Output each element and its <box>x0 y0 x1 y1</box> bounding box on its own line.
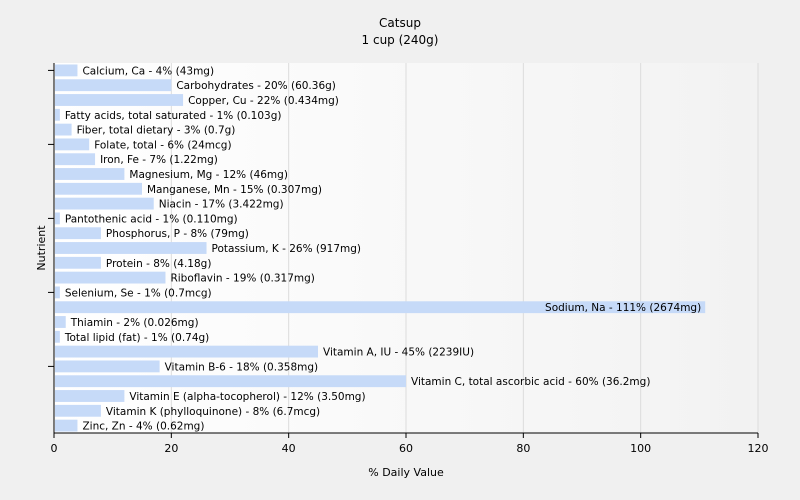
x-tick-label: 20 <box>164 442 178 455</box>
bar <box>55 242 207 254</box>
bar-label: Phosphorus, P - 8% (79mg) <box>106 228 249 240</box>
bar <box>55 271 166 284</box>
bar-label: Fiber, total dietary - 3% (0.7g) <box>77 125 236 137</box>
bar-label: Copper, Cu - 22% (0.434mg) <box>188 95 339 107</box>
bar <box>55 227 101 240</box>
bar-label: Calcium, Ca - 4% (43mg) <box>82 65 214 77</box>
x-tick-label: 40 <box>282 442 296 455</box>
bar <box>55 94 184 106</box>
bar-label: Vitamin K (phylloquinone) - 8% (6.7mcg) <box>106 406 320 418</box>
bar-label: Riboflavin - 19% (0.317mg) <box>170 273 314 285</box>
bar <box>55 212 60 225</box>
bar <box>55 182 142 195</box>
bar-label: Sodium, Na - 111% (2674mg) <box>545 302 701 314</box>
bar-label: Vitamin C, total ascorbic acid - 60% (36… <box>411 376 650 388</box>
bar-label: Vitamin A, IU - 45% (2239IU) <box>323 347 474 359</box>
bar <box>55 197 154 210</box>
bar-label: Potassium, K - 26% (917mg) <box>212 243 362 255</box>
chart-subtitle: 1 cup (240g) <box>362 33 439 47</box>
bar-label: Folate, total - 6% (24mcg) <box>94 139 231 151</box>
bar-label: Vitamin E (alpha-tocopherol) - 12% (3.50… <box>129 391 365 403</box>
bar-label: Manganese, Mn - 15% (0.307mg) <box>147 184 322 196</box>
bar <box>55 256 101 269</box>
x-tick-label: 60 <box>399 442 413 455</box>
bar-labels: Calcium, Ca - 4% (43mg) Carbohydrates - 2… <box>64 65 701 432</box>
x-tick-label: 100 <box>630 442 651 455</box>
y-axis-title: Nutrient <box>35 225 48 271</box>
bar-label: Fatty acids, total saturated - 1% (0.103… <box>65 110 282 122</box>
bar-label: Iron, Fe - 7% (1.22mg) <box>100 154 218 166</box>
x-tick-label: 120 <box>748 442 769 455</box>
bar-label: Zinc, Zn - 4% (0.62mg) <box>82 421 204 433</box>
bar-label: Protein - 8% (4.18g) <box>106 258 212 270</box>
bar-label: Carbohydrates - 20% (60.36g) <box>176 80 336 92</box>
bar <box>55 153 96 166</box>
chart-title: Catsup <box>379 16 421 30</box>
bar <box>55 286 60 299</box>
bar <box>55 79 172 92</box>
bar-label: Niacin - 17% (3.422mg) <box>159 199 284 211</box>
bar-label: Selenium, Se - 1% (0.7mcg) <box>65 287 212 299</box>
bar <box>55 108 60 121</box>
bar <box>55 123 72 136</box>
x-tick-label: 80 <box>516 442 530 455</box>
bar <box>55 138 90 151</box>
bar <box>55 404 101 417</box>
bar <box>55 301 706 314</box>
x-tick-labels: 0 20 40 60 80 100 120 <box>51 442 769 455</box>
bar <box>55 390 125 402</box>
x-axis-title: % Daily Value <box>368 466 444 479</box>
axes <box>48 63 759 438</box>
bar <box>55 360 160 373</box>
bar <box>55 330 60 343</box>
bar <box>55 64 78 77</box>
bar-label: Thiamin - 2% (0.026mg) <box>70 317 199 329</box>
bar <box>55 375 406 388</box>
bar-label: Magnesium, Mg - 12% (46mg) <box>129 169 288 181</box>
bar <box>55 419 78 432</box>
bar <box>55 168 125 180</box>
bar-label: Vitamin B-6 - 18% (0.358mg) <box>165 361 319 373</box>
bar-label: Total lipid (fat) - 1% (0.74g) <box>64 332 209 344</box>
x-tick-label: 0 <box>51 442 58 455</box>
bar-label: Pantothenic acid - 1% (0.110mg) <box>65 213 238 225</box>
bar <box>55 316 66 328</box>
bar <box>55 345 318 358</box>
bars <box>55 64 706 432</box>
